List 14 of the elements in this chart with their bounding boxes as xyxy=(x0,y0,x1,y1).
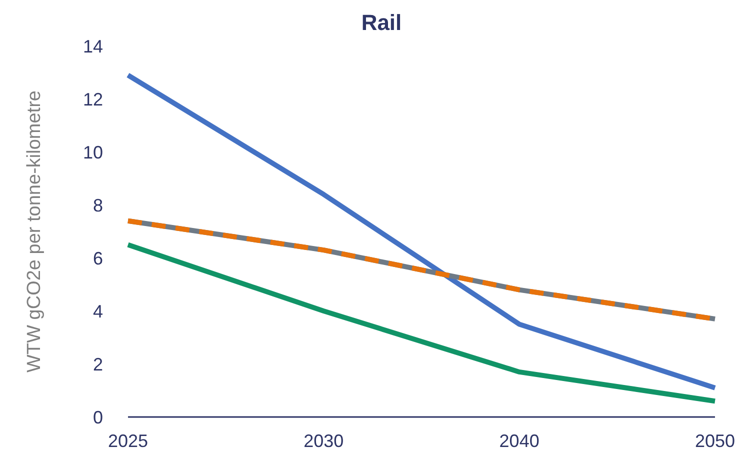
y-axis-title: WTW gCO2e per tonne-kilometre xyxy=(24,90,45,372)
chart-title: Rail xyxy=(361,10,402,35)
x-tick-label: 2030 xyxy=(304,431,344,451)
y-tick-label: 6 xyxy=(92,248,103,268)
y-tick-label: 14 xyxy=(82,36,103,56)
y-tick-label: 12 xyxy=(82,89,103,110)
y-tick-label: 10 xyxy=(82,142,103,162)
x-tick-label: 2040 xyxy=(499,431,540,451)
x-tick-label: 2025 xyxy=(108,431,148,451)
y-tick-label: 8 xyxy=(92,195,103,216)
x-tick-label: 2050 xyxy=(694,431,736,451)
y-tick-label: 0 xyxy=(92,407,103,428)
y-tick-label: 4 xyxy=(92,301,103,322)
y-tick-label: 2 xyxy=(92,354,103,374)
